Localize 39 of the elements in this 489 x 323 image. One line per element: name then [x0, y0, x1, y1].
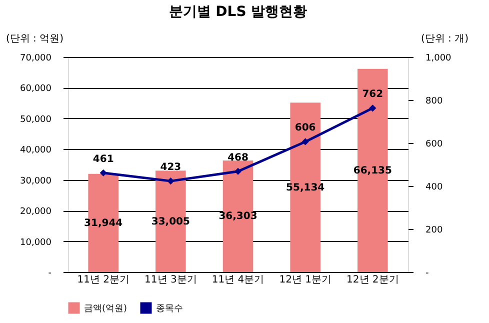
y-tick-label: - [48, 268, 52, 278]
point [167, 178, 174, 185]
point [234, 168, 242, 175]
y2-tick-label: 800 [426, 96, 443, 106]
data-label: 55,134 [286, 182, 325, 194]
y-tick-label: 10,000 [20, 238, 52, 248]
x-tick-label: 12년 1분기 [279, 274, 332, 286]
data-label: 31,944 [84, 218, 123, 229]
x-tick-label: 11년 4분기 [212, 274, 264, 286]
y2-tick-label: 400 [426, 182, 443, 192]
legend-label: 금액(억원) [84, 304, 128, 314]
y2-tick-label: 600 [426, 140, 443, 150]
x-tick-label: 12년 2분기 [346, 274, 399, 286]
y-tick-label: 40,000 [20, 146, 52, 156]
y2-tick-label: 1,000 [426, 54, 452, 64]
y2-axis-title: (단위 : 개) [420, 34, 469, 44]
point [369, 104, 376, 112]
data-label: 468 [228, 152, 248, 164]
data-label: 36,303 [218, 211, 258, 222]
y2-tick-label: - [426, 268, 429, 278]
y-tick-label: 70,000 [20, 54, 52, 64]
point [302, 138, 309, 146]
data-label: 423 [160, 162, 182, 174]
data-label: 461 [92, 154, 114, 165]
legend-label: 종목수 [156, 304, 183, 314]
data-label: 33,005 [151, 216, 190, 228]
y-axis-title: (단위 : 억원) [6, 34, 64, 44]
y2-tick-label: 200 [426, 226, 443, 236]
data-label: 66,135 [353, 165, 392, 176]
x-tick-label: 11년 3분기 [144, 274, 197, 286]
data-label: 762 [362, 89, 384, 100]
data-label: 606 [294, 122, 316, 134]
chart-title: 분기별 DLS 발행현황 [168, 4, 308, 20]
y-tick-label: 60,000 [20, 84, 52, 94]
y-tick-label: 50,000 [20, 114, 52, 125]
y-tick-label: 20,000 [20, 207, 52, 218]
point [100, 169, 107, 176]
y-tick-label: 30,000 [20, 176, 52, 186]
x-tick-label: 11년 2분기 [77, 274, 130, 286]
